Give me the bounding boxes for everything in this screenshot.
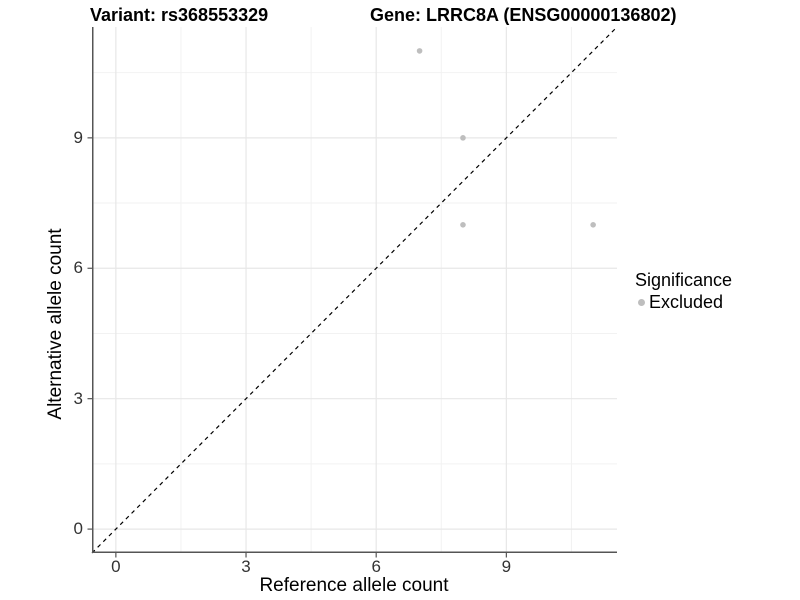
major-gridlines bbox=[92, 27, 617, 553]
x-axis-title: Reference allele count bbox=[259, 575, 449, 596]
data-point bbox=[416, 48, 423, 54]
significance-legend: Significance Excluded bbox=[633, 270, 732, 313]
x-tick-label: 6 bbox=[371, 557, 381, 576]
excluded-dot-icon bbox=[637, 299, 645, 306]
data-point bbox=[460, 135, 466, 141]
plot-title-gene: Gene: LRRC8A (ENSG00000136802) bbox=[370, 5, 677, 25]
y-tick-label: 6 bbox=[73, 258, 83, 278]
x-tick-label: 3 bbox=[241, 557, 251, 576]
y-tick-label: 9 bbox=[73, 127, 83, 147]
data-point bbox=[460, 221, 466, 228]
legend-key bbox=[633, 295, 649, 311]
axis-lines bbox=[92, 27, 617, 553]
axis-tick-marks bbox=[87, 137, 507, 558]
y-tick-label: 3 bbox=[73, 388, 83, 408]
y-tick-label: 0 bbox=[73, 519, 83, 539]
identity-reference-line bbox=[91, 26, 618, 554]
legend-item-excluded: Excluded bbox=[633, 292, 732, 313]
y-axis-title: Alternative allele count bbox=[45, 228, 66, 420]
plot-panel bbox=[87, 26, 618, 558]
legend-title: Significance bbox=[635, 270, 733, 290]
plot-title-variant: Variant: rs368553329 bbox=[90, 5, 269, 25]
legend-item-label: Excluded bbox=[649, 292, 724, 312]
x-tick-label: 9 bbox=[501, 557, 512, 576]
minor-gridlines bbox=[92, 27, 617, 553]
x-tick-label: 0 bbox=[111, 557, 121, 576]
data-point bbox=[590, 221, 596, 228]
data-points bbox=[416, 48, 596, 228]
